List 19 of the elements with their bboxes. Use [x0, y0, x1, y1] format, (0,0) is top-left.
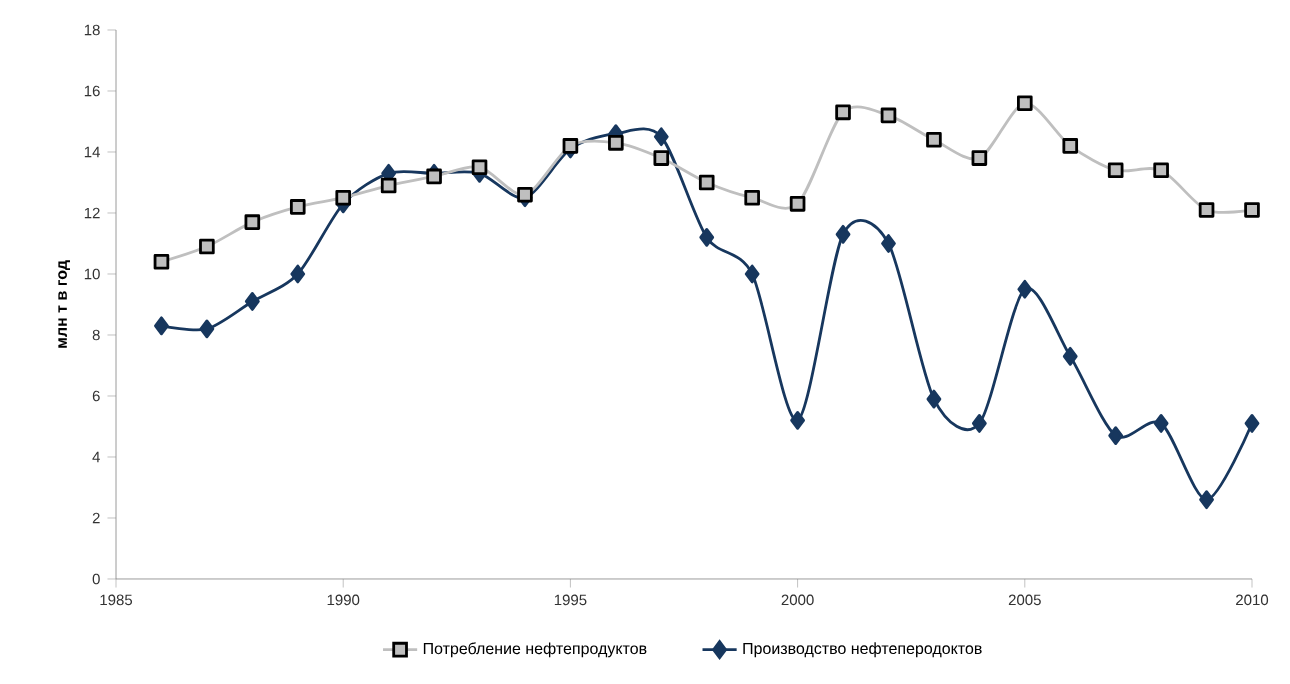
y-tick-label: 6	[92, 390, 100, 402]
y-tick-label: 0	[92, 573, 100, 585]
x-tick-label: 2005	[1008, 594, 1041, 606]
y-axis-title: млн т в год	[58, 260, 70, 348]
x-tick-label: 1995	[554, 594, 587, 606]
legend-label: Производство нефтеперодоктов	[743, 642, 982, 658]
y-tick-label: 18	[84, 24, 100, 36]
x-tick-label: 2010	[1236, 594, 1269, 606]
x-tick-label: 1985	[100, 594, 133, 606]
y-tick-label: 12	[84, 207, 100, 219]
legend-label: Потребление нефтепродуктов	[423, 642, 647, 658]
x-tick-label: 2000	[781, 594, 814, 606]
y-tick-label: 8	[92, 329, 100, 341]
y-tick-label: 4	[92, 451, 100, 463]
x-tick-label: 1990	[327, 594, 360, 606]
y-tick-label: 2	[92, 512, 100, 524]
y-tick-label: 10	[84, 268, 100, 280]
y-tick-label: 14	[84, 146, 100, 158]
y-tick-label: 16	[84, 85, 100, 97]
